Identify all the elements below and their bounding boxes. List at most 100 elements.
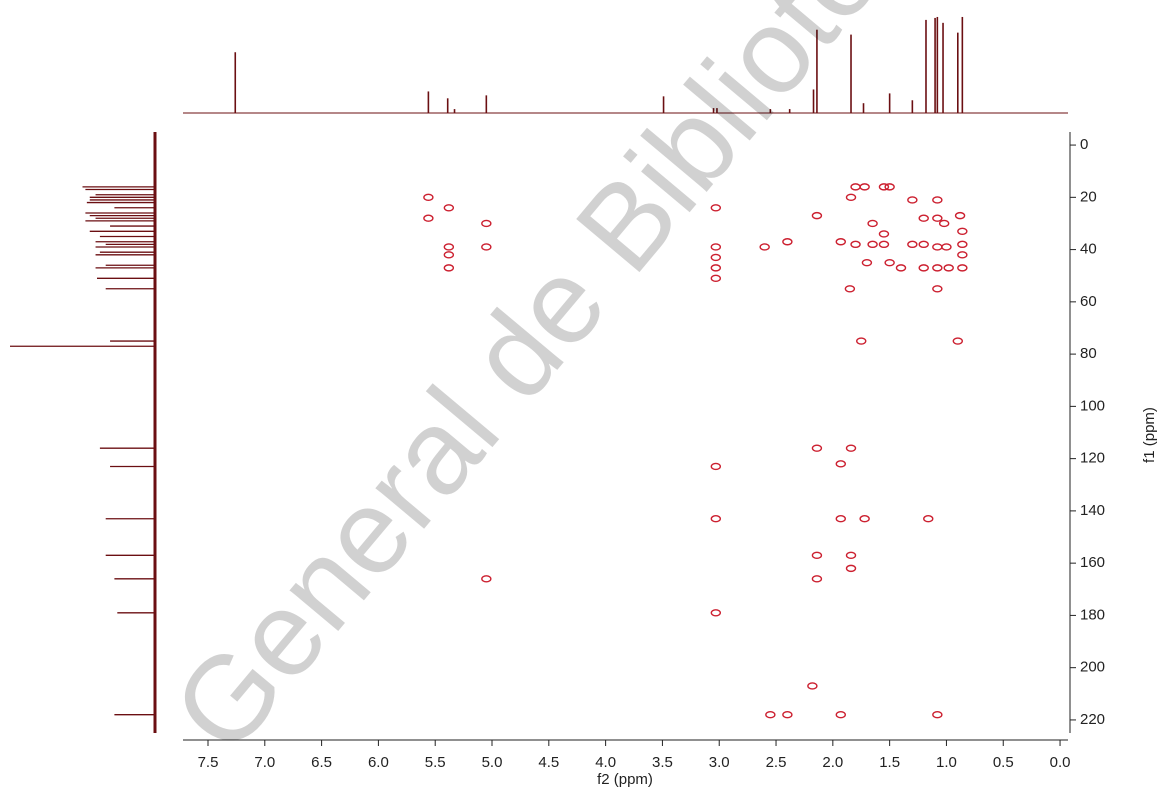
cross-peak [782, 711, 793, 719]
cross-peak [765, 711, 776, 719]
cross-peak [918, 240, 929, 249]
cross-peak [835, 711, 846, 719]
cross-peak [878, 230, 890, 238]
cross-peak [957, 240, 968, 249]
y-tick-label: 0 [1080, 136, 1088, 153]
x-tick-label: 3.5 [652, 754, 673, 771]
cross-peak [932, 264, 943, 272]
cross-peak [932, 214, 943, 222]
y-tick-label: 80 [1080, 345, 1097, 362]
cross-peak [443, 264, 455, 272]
cross-peak [923, 515, 934, 523]
cross-peak [845, 564, 857, 573]
cross-peak [845, 193, 857, 202]
cross-peak [907, 240, 918, 249]
cross-peak [918, 214, 929, 222]
cross-peak [856, 337, 867, 345]
cross-peak [811, 444, 823, 452]
cross-peak [835, 460, 846, 468]
y-tick-label: 180 [1080, 606, 1105, 623]
cross-peak [423, 214, 434, 222]
y-tick-label: 220 [1080, 711, 1105, 728]
x-tick-label: 0.5 [993, 754, 1014, 771]
cross-peak [907, 196, 918, 204]
cross-peak [481, 243, 492, 251]
cross-peak [932, 711, 943, 719]
cross-peak [850, 240, 861, 249]
watermark: General de Bibliotecas [147, 0, 1026, 777]
x-axis-label: f2 (ppm) [597, 771, 653, 788]
cross-peak [952, 337, 964, 345]
cross-peak [443, 204, 455, 212]
x-tick-label: 6.0 [368, 754, 389, 771]
cross-peak [884, 258, 895, 267]
cross-peak [859, 183, 870, 191]
cross-peak [859, 515, 870, 523]
cross-peak [895, 264, 907, 272]
y-tick-label: 200 [1080, 659, 1105, 676]
cross-peak [835, 238, 846, 246]
y-tick-label: 140 [1080, 502, 1105, 519]
x-tick-label: 2.5 [766, 754, 787, 771]
x-tick-label: 5.5 [425, 754, 446, 771]
cross-peak [807, 682, 818, 690]
cross-peak [943, 264, 954, 272]
cross-peak [710, 204, 722, 212]
cross-peak [867, 219, 878, 228]
cross-peak [710, 609, 722, 617]
cross-peak [845, 444, 857, 452]
cross-peak [811, 211, 823, 220]
cross-peak [811, 575, 823, 583]
cross-peak [710, 264, 722, 272]
cross-peak [710, 515, 722, 523]
x-tick-label: 3.0 [709, 754, 730, 771]
cross-peak [443, 251, 455, 259]
cross-peak [861, 258, 873, 267]
x-tick-label: 5.0 [482, 754, 503, 771]
cross-peak [918, 264, 929, 272]
cross-peak [481, 219, 492, 228]
cross-peak [423, 193, 434, 202]
cross-peak [957, 251, 968, 259]
x-tick-label: 1.5 [879, 754, 900, 771]
y-tick-label: 160 [1080, 554, 1105, 571]
cross-peak [710, 253, 722, 262]
y-tick-label: 60 [1080, 293, 1097, 310]
x-tick-label: 7.5 [198, 754, 219, 771]
cross-peak [932, 285, 943, 293]
x-tick-label: 1.0 [936, 754, 957, 771]
cross-peak [932, 196, 943, 204]
y-axis-label: f1 (ppm) [1141, 407, 1158, 463]
cross-peak [811, 551, 823, 560]
cross-peak [932, 243, 943, 251]
x-tick-label: 6.5 [311, 754, 332, 771]
cross-peak [844, 285, 856, 293]
cross-peak [710, 462, 722, 471]
cross-peak [878, 183, 890, 191]
cross-peak [710, 243, 722, 251]
y-tick-label: 20 [1080, 188, 1097, 205]
cross-peak [850, 183, 861, 191]
cross-peak [443, 243, 455, 251]
x-tick-label: 4.5 [538, 754, 559, 771]
cross-peak [782, 238, 793, 246]
cross-peak [845, 551, 857, 560]
cross-peak [941, 243, 952, 251]
y-tick-label: 120 [1080, 450, 1105, 467]
cross-peak [884, 183, 895, 191]
y-tick-label: 40 [1080, 241, 1097, 258]
cross-peak [835, 515, 846, 523]
cross-peak [867, 240, 878, 249]
cross-peak [954, 211, 966, 220]
x-tick-label: 0.0 [1050, 754, 1071, 771]
x-tick-label: 4.0 [595, 754, 616, 771]
x-tick-label: 7.0 [254, 754, 275, 771]
cross-peak [481, 575, 492, 583]
cross-peak [710, 274, 722, 283]
cross-peak [957, 227, 968, 235]
cross-peak [759, 243, 770, 251]
y-tick-label: 100 [1080, 397, 1105, 414]
cross-peak [938, 219, 950, 228]
cross-peak [878, 240, 890, 249]
